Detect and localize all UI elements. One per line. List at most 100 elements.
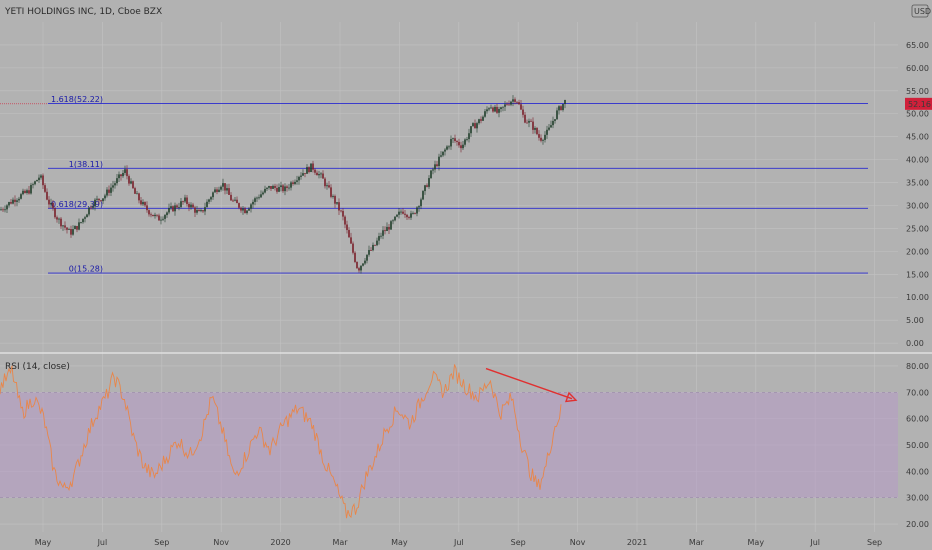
rsi-tick-label: 70.00 xyxy=(906,388,929,397)
candle-body xyxy=(180,201,182,208)
candle-body xyxy=(176,205,178,208)
candle-body xyxy=(528,120,530,123)
candle-body xyxy=(514,99,516,102)
candle-body xyxy=(420,199,422,207)
candle-body xyxy=(152,214,154,217)
candle-body xyxy=(138,193,140,201)
candle-body xyxy=(556,110,558,120)
candle-body xyxy=(560,106,562,111)
candle-body xyxy=(80,222,82,223)
price-tick-label: 50.00 xyxy=(906,110,929,119)
candle-body xyxy=(366,254,368,261)
candle-body xyxy=(530,120,532,122)
candle-body xyxy=(460,145,462,149)
time-tick-label: May xyxy=(748,538,765,547)
candle-body xyxy=(522,109,524,115)
candle-body xyxy=(232,200,234,202)
candle-body xyxy=(354,252,356,262)
candle-body xyxy=(292,182,294,184)
candle-body xyxy=(398,211,400,215)
candle-body xyxy=(102,198,104,202)
candle-body xyxy=(92,206,94,208)
candle-body xyxy=(16,200,18,202)
candle-body xyxy=(296,180,298,182)
candle-body xyxy=(378,236,380,241)
candle-body xyxy=(416,207,418,214)
candle-body xyxy=(254,198,256,202)
candle-body xyxy=(218,189,220,192)
time-axis[interactable]: May Jul Sep Nov 2020 Mar May Jul Sep Nov 2021 Mar Ma… xyxy=(35,538,882,547)
candle-body xyxy=(78,222,80,230)
candle-body xyxy=(544,134,546,140)
candle-body xyxy=(500,107,502,110)
candle-body xyxy=(450,139,452,147)
candle-body xyxy=(174,205,176,212)
candle-body xyxy=(134,188,136,194)
candle-body xyxy=(332,195,334,197)
candle-body xyxy=(6,205,8,210)
candle-body xyxy=(54,208,56,218)
rsi-title[interactable]: RSI (14, close) xyxy=(5,362,70,372)
candle-body xyxy=(540,137,542,141)
candle-body xyxy=(328,185,330,188)
time-tick-label: May xyxy=(35,538,52,547)
candle-body xyxy=(418,206,420,208)
candle-body xyxy=(128,176,130,184)
candle-body xyxy=(204,207,206,212)
candle-body xyxy=(512,99,514,102)
candle-body xyxy=(44,185,46,192)
candle-body xyxy=(552,120,554,126)
candle-body xyxy=(30,184,32,194)
candle-body xyxy=(482,116,484,121)
candle-body xyxy=(290,182,292,188)
candle-body xyxy=(156,214,158,216)
candle-body xyxy=(256,197,258,199)
price-tick-label: 10.00 xyxy=(906,293,929,302)
candle-body xyxy=(504,104,506,107)
candle-body xyxy=(342,210,344,217)
candle-body xyxy=(82,218,84,223)
candle-body xyxy=(452,138,454,140)
candle-body xyxy=(2,209,4,211)
candle-body xyxy=(396,214,398,217)
candle-body xyxy=(390,221,392,230)
price-pane[interactable]: 1.618(52.22) 1(38.11) 0.618(29.39) 0(15.28) xyxy=(0,95,868,274)
candle-body xyxy=(234,199,236,201)
candle-body xyxy=(358,268,360,271)
price-tick-label: 0.00 xyxy=(906,339,924,348)
candle-body xyxy=(88,207,90,215)
candle-body xyxy=(510,101,512,105)
time-tick-label: 2020 xyxy=(270,538,290,547)
currency-badge[interactable] xyxy=(911,4,929,18)
price-axis[interactable]: 0.00 5.00 10.00 15.00 20.00 25.00 30.00 35.00 40… xyxy=(906,41,929,348)
time-tick-label: Jul xyxy=(453,538,464,547)
candle-body xyxy=(538,134,540,138)
divergence-arrow[interactable] xyxy=(485,367,573,400)
candle-body xyxy=(268,186,270,188)
symbol-title[interactable]: YETI HOLDINGS INC, 1D, Cboe BZX xyxy=(4,7,162,17)
candle-body xyxy=(86,214,88,218)
candle-body xyxy=(58,218,60,220)
price-tick-label: 65.00 xyxy=(906,41,929,50)
rsi-axis[interactable]: 20.00 30.00 40.00 50.00 60.00 70.00 80.00 xyxy=(906,362,929,529)
candle-body xyxy=(244,208,246,214)
candle-body xyxy=(142,202,144,205)
candle-body xyxy=(206,201,208,208)
candle-body xyxy=(246,210,248,214)
candle-body xyxy=(198,210,200,212)
candle-body xyxy=(280,185,282,188)
candle-body xyxy=(446,146,448,150)
rsi-pane[interactable] xyxy=(0,364,898,519)
fib-level-label: 1.618(52.22) xyxy=(51,95,103,104)
candle-body xyxy=(480,119,482,121)
candle-body xyxy=(496,106,498,113)
candle-body xyxy=(34,181,36,185)
candle-body xyxy=(196,210,198,213)
price-tick-label: 5.00 xyxy=(906,316,924,325)
time-tick-label: Mar xyxy=(332,538,348,547)
fibonacci-retracement[interactable]: 1.618(52.22) 1(38.11) 0.618(29.39) 0(15.28) xyxy=(48,95,868,274)
time-tick-label: Sep xyxy=(511,538,526,547)
candle-body xyxy=(46,191,48,200)
candle-body xyxy=(112,185,114,188)
candle-body xyxy=(132,181,134,189)
